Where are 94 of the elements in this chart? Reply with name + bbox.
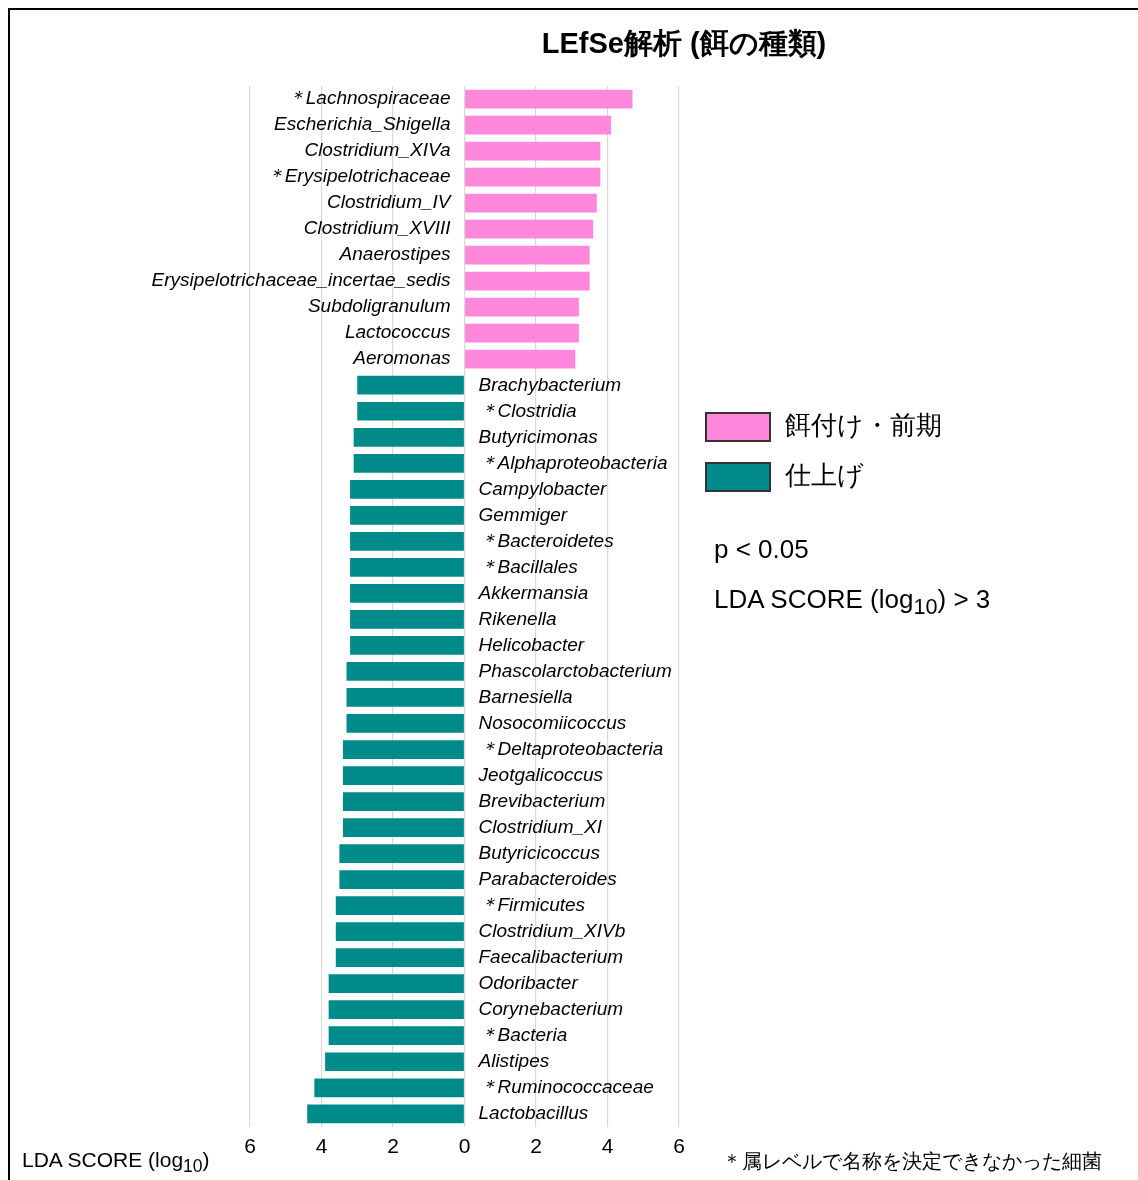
y-tick-label: Akkermansia bbox=[477, 581, 589, 603]
bar bbox=[465, 323, 579, 343]
y-tick-label: Jeotgalicoccus bbox=[477, 763, 604, 785]
y-tick-label: ＊Bacillales bbox=[478, 555, 579, 577]
bar bbox=[465, 245, 590, 265]
bar bbox=[465, 271, 590, 291]
bar bbox=[353, 427, 464, 447]
bar bbox=[465, 193, 597, 213]
legend-label: 仕上げ bbox=[785, 460, 864, 490]
bar bbox=[335, 948, 464, 968]
bar bbox=[342, 818, 464, 837]
bar bbox=[465, 349, 576, 369]
bar bbox=[346, 688, 464, 707]
y-tick-label: Lactococcus bbox=[344, 321, 451, 343]
y-tick-label: ＊Clostridia bbox=[478, 399, 577, 421]
bar bbox=[339, 870, 464, 889]
bar bbox=[350, 584, 464, 603]
bar bbox=[465, 141, 601, 161]
x-tick-label: 6 bbox=[244, 1134, 256, 1158]
y-tick-label: Odoribacter bbox=[478, 971, 579, 993]
y-tick-label: ＊Deltaproteobacteria bbox=[478, 737, 664, 759]
y-tick-label: Rikenella bbox=[478, 607, 557, 629]
bar bbox=[350, 505, 464, 525]
y-tick-label: ＊Lachnospiraceae bbox=[286, 87, 451, 109]
bar bbox=[465, 167, 601, 187]
y-tick-label: Anaerostipes bbox=[338, 243, 451, 265]
bar bbox=[350, 636, 464, 655]
y-tick-label: Escherichia_Shigella bbox=[274, 113, 451, 135]
x-tick-label: 4 bbox=[601, 1134, 614, 1158]
y-tick-label: Phascolarctobacterium bbox=[478, 659, 672, 681]
bar bbox=[342, 766, 464, 785]
y-tick-label: Corynebacterium bbox=[478, 997, 624, 1019]
y-tick-label: Campylobacter bbox=[478, 477, 607, 499]
y-tick-label: Nosocomiicoccus bbox=[478, 711, 627, 733]
bar bbox=[328, 974, 464, 994]
bar bbox=[335, 896, 464, 915]
x-tick-label: 2 bbox=[530, 1134, 542, 1158]
bar bbox=[350, 531, 464, 551]
y-tick-label: ＊Erysipelotrichaceae bbox=[265, 165, 451, 187]
text: p < 0.05 bbox=[714, 534, 809, 565]
y-tick-label: Butyricicoccus bbox=[478, 841, 601, 863]
x-tick-label: 0 bbox=[458, 1134, 471, 1158]
y-tick-label: Lactobacillus bbox=[478, 1102, 589, 1124]
bar bbox=[342, 740, 464, 759]
chart-title: LEfSe解析 (餌の種類) bbox=[540, 26, 828, 61]
y-tick-label: Erysipelotrichaceae_incertae_sedis bbox=[151, 269, 451, 291]
y-tick-label: Clostridium_XIVa bbox=[304, 139, 451, 161]
y-tick-label: Clostridium_XI bbox=[478, 815, 603, 837]
bar bbox=[465, 219, 594, 239]
y-tick-label: Helicobacter bbox=[478, 633, 585, 655]
bar bbox=[465, 297, 579, 317]
bar bbox=[328, 1000, 464, 1020]
bar bbox=[307, 1104, 464, 1124]
text: ＊属レベルで名称を決定できなかった細菌 bbox=[722, 1149, 1102, 1174]
bar bbox=[353, 453, 464, 473]
bar bbox=[325, 1052, 464, 1072]
legend-label: 餌付け・前期 bbox=[785, 410, 942, 440]
y-tick-label: Butyricimonas bbox=[478, 425, 599, 447]
y-tick-label: Alistipes bbox=[477, 1050, 550, 1072]
y-tick-label: Aeromonas bbox=[352, 347, 451, 369]
y-tick-label: Clostridium_IV bbox=[326, 191, 453, 213]
x-tick-label: 6 bbox=[673, 1134, 685, 1158]
y-tick-label: ＊Firmicutes bbox=[478, 893, 586, 915]
bar bbox=[465, 89, 633, 109]
bar bbox=[346, 662, 464, 681]
y-tick-label: ＊Bacteroidetes bbox=[478, 529, 615, 551]
bar bbox=[346, 714, 464, 733]
bar bbox=[350, 479, 464, 499]
x-axis-title: LDA SCORE (log$_{10}$) bbox=[22, 1148, 210, 1178]
y-tick-label: ＊Alphaproteobacteria bbox=[478, 451, 668, 473]
y-tick-label: Clostridium_XIVb bbox=[478, 919, 626, 941]
bar bbox=[342, 792, 464, 811]
bar bbox=[339, 844, 464, 863]
bar bbox=[350, 558, 464, 577]
bar bbox=[350, 610, 464, 629]
y-tick-label: ＊Ruminococcaceae bbox=[478, 1076, 654, 1098]
y-tick-label: Parabacteroides bbox=[478, 867, 618, 889]
text: LDA SCORE (log$_{10}$) > 3 bbox=[714, 584, 991, 621]
bar bbox=[465, 115, 612, 135]
y-tick-label: Brevibacterium bbox=[478, 789, 606, 811]
x-tick-label: 2 bbox=[387, 1134, 399, 1158]
bar bbox=[314, 1078, 464, 1098]
y-tick-label: Brachybacterium bbox=[478, 373, 622, 395]
x-tick-label: 4 bbox=[315, 1134, 328, 1158]
y-tick-label: Faecalibacterium bbox=[478, 945, 624, 967]
y-tick-label: Subdoligranulum bbox=[307, 295, 451, 317]
y-tick-label: Clostridium_XVIII bbox=[303, 217, 452, 239]
bar bbox=[357, 375, 464, 395]
y-tick-label: Barnesiella bbox=[478, 685, 573, 707]
bar bbox=[328, 1026, 464, 1046]
bar bbox=[335, 922, 464, 942]
y-tick-label: ＊Bacteria bbox=[478, 1024, 568, 1046]
bar bbox=[357, 401, 464, 421]
y-tick-label: Gemmiger bbox=[478, 503, 568, 525]
